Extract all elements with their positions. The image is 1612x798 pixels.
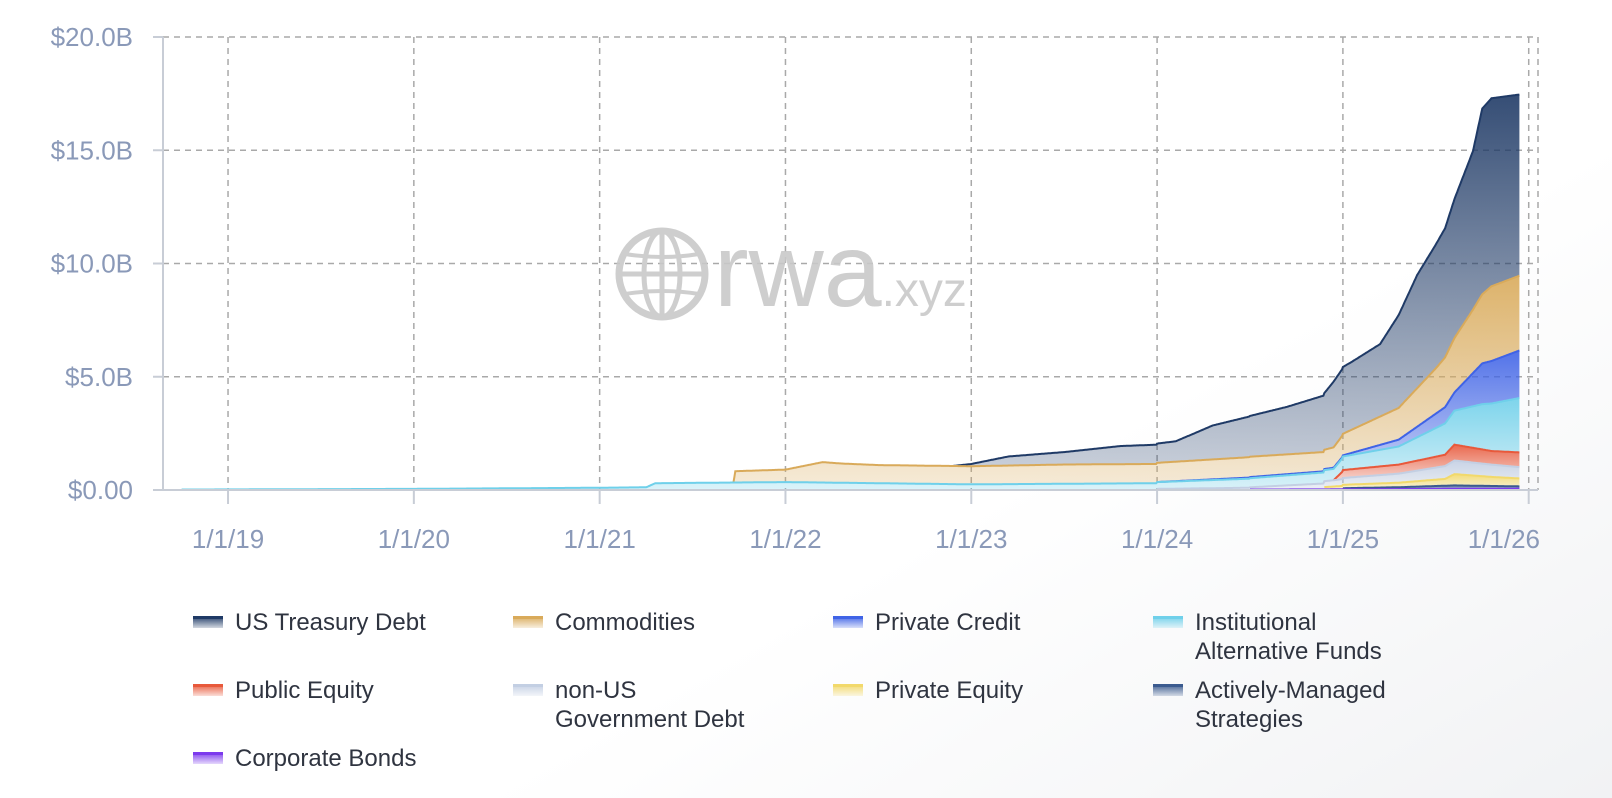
legend-swatch [1153,684,1183,696]
series-line-commodities [732,274,1520,483]
legend-label: non-US Government Debt [555,677,745,733]
legend-item[interactable]: Commodities [513,608,785,637]
watermark-text: rwa.xyz [714,213,967,329]
legend-label: Private Equity [875,677,1024,704]
chart-area: rwa.xyz $0.00 $5.0B $10.0B $15.0B $20.0B 1/1/… [51,22,1540,554]
legend-swatch [513,616,543,628]
legend-label: US Treasury Debt [235,609,426,636]
globe-icon [615,227,709,321]
watermark-brand: rwa [714,213,882,329]
legend-label: Public Equity [235,677,374,704]
legend-item[interactable]: Institutional Alternative Funds [1153,608,1425,666]
watermark: rwa.xyz [615,213,967,329]
stacked-area-chart: rwa.xyz $0.00 $5.0B $10.0B $15.0B $20.0B 1/1/… [51,22,1540,554]
x-tick-label: 1/1/24 [1121,524,1193,554]
legend-swatch [193,752,223,764]
y-tick-label: $20.0B [51,22,133,52]
series-line-private-equity [1324,473,1520,489]
x-tick-label: 1/1/25 [1307,524,1379,554]
legend-item[interactable]: Public Equity [193,676,465,705]
legend-swatch [833,616,863,628]
y-tick-label: $5.0B [65,362,133,392]
axes: $0.00 $5.0B $10.0B $15.0B $20.0B 1/1/19 1/1/20… [51,22,1540,554]
y-tick-label: $0.00 [68,475,133,505]
legend-label: Institutional Alternative Funds [1195,609,1382,665]
x-tick-label: 1/1/21 [564,524,636,554]
series-line-institutional-alternative-funds [181,397,1520,491]
legend: US Treasury Debt Commodities Private Credi… [0,600,1612,798]
legend-swatch [193,684,223,696]
legend-swatch [513,684,543,696]
legend-item[interactable]: non-US Government Debt [513,676,785,734]
series-layer [181,93,1520,491]
series-line-public-equity [1332,443,1520,481]
series-line-us-treasury-debt [952,93,1520,467]
legend-item[interactable]: Private Equity [833,676,1105,705]
y-tick-label: $10.0B [51,249,133,279]
legend-swatch [193,616,223,628]
series-line-non-us-government-debt [1157,459,1520,490]
y-tick-label: $15.0B [51,135,133,165]
x-tick-label: 1/1/22 [749,524,821,554]
legend-item[interactable]: Actively-Managed Strategies [1153,676,1425,734]
legend-label: Actively-Managed Strategies [1195,677,1386,733]
series-area-public-equity[interactable] [1333,444,1520,481]
legend-label: Commodities [555,609,696,636]
series-area-non-us-government-debt[interactable] [1157,460,1520,491]
legend-swatch [833,684,863,696]
x-tick-label: 1/1/19 [192,524,264,554]
series-line-actively-managed-strategies [1342,484,1520,490]
legend-item[interactable]: Private Credit [833,608,1105,637]
x-tick-label: 1/1/23 [935,524,1007,554]
series-area-us-treasury-debt[interactable] [952,94,1520,467]
x-tick-label: 1/1/20 [378,524,450,554]
x-tick-label: 1/1/26 [1468,524,1540,554]
legend-item[interactable]: Corporate Bonds [193,744,465,773]
legend-label: Private Credit [875,609,1021,636]
legend-swatch [1153,616,1183,628]
legend-item[interactable]: US Treasury Debt [193,608,465,637]
legend-label: Corporate Bonds [235,745,417,772]
watermark-domain: .xyz [882,264,967,317]
